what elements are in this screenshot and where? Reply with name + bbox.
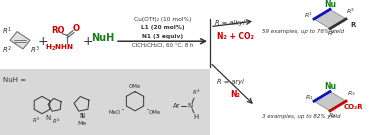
Polygon shape <box>10 32 30 49</box>
Text: $R^2$: $R^2$ <box>2 44 12 56</box>
Text: Ar: Ar <box>173 103 181 109</box>
Text: $R^5$: $R^5$ <box>32 115 40 125</box>
Text: Nu: Nu <box>324 82 336 91</box>
Text: $R^1$: $R^1$ <box>2 26 12 37</box>
Text: $R^3$: $R^3$ <box>30 44 40 56</box>
Text: N: N <box>45 115 51 121</box>
Text: 3 examples, up to 82% yield: 3 examples, up to 82% yield <box>262 114 341 119</box>
Text: Cu(OTf)₂ (10 mol%): Cu(OTf)₂ (10 mol%) <box>134 16 192 21</box>
Polygon shape <box>314 92 346 111</box>
Text: +: + <box>83 35 93 48</box>
Text: $R^3$: $R^3$ <box>347 7 356 16</box>
Text: N: N <box>187 103 193 109</box>
Text: 59 examples, up to 76% yield: 59 examples, up to 76% yield <box>262 29 344 34</box>
Text: Me: Me <box>77 121 87 126</box>
Text: $R_2$: $R_2$ <box>328 111 336 120</box>
Text: NuH: NuH <box>91 33 115 43</box>
Text: ClCH₂CH₂Cl, 60 °C, 8 h: ClCH₂CH₂Cl, 60 °C, 8 h <box>132 43 194 48</box>
Text: OMe: OMe <box>129 84 141 89</box>
Text: MeO: MeO <box>109 110 121 115</box>
Text: NuH =: NuH = <box>3 77 26 83</box>
Text: R = aryl: R = aryl <box>217 79 243 85</box>
Text: $R^4$: $R^4$ <box>52 116 60 126</box>
Text: OMe: OMe <box>149 110 161 115</box>
Text: H: H <box>194 114 198 120</box>
Text: $R_1$: $R_1$ <box>305 93 313 102</box>
Text: N: N <box>79 113 85 119</box>
Text: RO: RO <box>51 26 65 35</box>
Text: R: R <box>350 22 356 28</box>
Text: CO₂R: CO₂R <box>343 104 363 110</box>
Text: R = alkyl: R = alkyl <box>215 20 245 26</box>
Text: $R^4$: $R^4$ <box>192 87 200 97</box>
Text: N1 (3 equiv): N1 (3 equiv) <box>143 34 184 39</box>
Text: +: + <box>38 35 48 48</box>
Bar <box>0 69 210 135</box>
Text: $R^1$: $R^1$ <box>304 11 314 20</box>
Text: N₂ + CO₂: N₂ + CO₂ <box>217 32 253 41</box>
Polygon shape <box>314 9 346 29</box>
Text: N₂: N₂ <box>230 90 240 99</box>
Text: $R_3$: $R_3$ <box>347 89 355 98</box>
Text: L1 (20 mol%): L1 (20 mol%) <box>141 25 185 30</box>
Text: $\mathbf{H_2NHN}$: $\mathbf{H_2NHN}$ <box>45 43 74 53</box>
Text: Nu: Nu <box>324 0 336 9</box>
Text: O: O <box>73 24 79 33</box>
Text: $R^2$: $R^2$ <box>327 29 336 38</box>
